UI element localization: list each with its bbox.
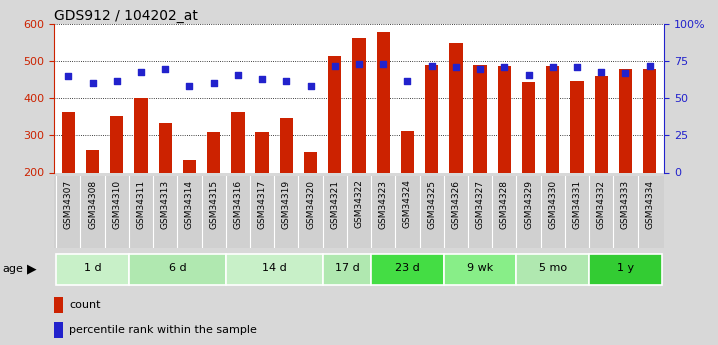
Text: 6 d: 6 d: [169, 264, 186, 273]
Text: GSM34322: GSM34322: [355, 180, 363, 228]
Bar: [322, 254, 371, 285]
Bar: [56, 254, 129, 285]
Point: [159, 66, 171, 71]
Bar: [589, 254, 662, 285]
Point: [401, 78, 413, 83]
Text: GSM34334: GSM34334: [645, 180, 654, 229]
Point: [256, 76, 268, 82]
Bar: [328, 56, 342, 172]
Bar: [54, 297, 63, 313]
Text: GSM34332: GSM34332: [597, 180, 606, 229]
Bar: [159, 123, 172, 172]
Point: [184, 84, 195, 89]
Bar: [183, 159, 196, 172]
Bar: [425, 65, 438, 172]
Bar: [62, 112, 75, 172]
Text: 17 d: 17 d: [335, 264, 359, 273]
Text: 14 d: 14 d: [262, 264, 286, 273]
Point: [450, 65, 462, 70]
Text: 1 y: 1 y: [617, 264, 634, 273]
Text: GSM34311: GSM34311: [136, 180, 146, 229]
Point: [232, 72, 243, 77]
Bar: [256, 132, 269, 172]
Point: [595, 69, 607, 75]
Text: age: age: [2, 264, 23, 274]
Text: GSM34321: GSM34321: [330, 180, 340, 229]
Text: GSM34323: GSM34323: [378, 180, 388, 229]
Text: GDS912 / 104202_at: GDS912 / 104202_at: [54, 9, 197, 23]
Bar: [207, 132, 220, 172]
Text: 1 d: 1 d: [84, 264, 101, 273]
Text: GSM34331: GSM34331: [572, 180, 582, 229]
Text: GSM34307: GSM34307: [64, 180, 73, 229]
Text: GSM34315: GSM34315: [209, 180, 218, 229]
Text: GSM34327: GSM34327: [475, 180, 485, 229]
Text: GSM34313: GSM34313: [161, 180, 169, 229]
Bar: [134, 98, 148, 172]
Bar: [522, 82, 535, 172]
Point: [644, 63, 656, 68]
Point: [305, 84, 317, 89]
Bar: [225, 254, 322, 285]
Point: [62, 73, 74, 79]
Text: GSM34330: GSM34330: [549, 180, 557, 229]
Bar: [444, 254, 516, 285]
Bar: [376, 32, 390, 173]
Text: GSM34328: GSM34328: [500, 180, 509, 229]
Point: [87, 81, 98, 86]
Point: [426, 63, 437, 68]
Bar: [54, 322, 63, 338]
Point: [572, 65, 583, 70]
Text: count: count: [69, 300, 101, 310]
Bar: [595, 76, 608, 172]
Bar: [129, 254, 225, 285]
Text: GSM34326: GSM34326: [452, 180, 460, 229]
Text: GSM34320: GSM34320: [306, 180, 315, 229]
Point: [475, 66, 486, 71]
Bar: [304, 152, 317, 172]
Point: [281, 78, 292, 83]
Point: [353, 61, 365, 67]
Bar: [449, 43, 462, 172]
Point: [523, 72, 534, 77]
Bar: [643, 69, 656, 172]
Bar: [570, 81, 584, 172]
Point: [111, 78, 123, 83]
Text: GSM34317: GSM34317: [258, 180, 266, 229]
Text: GSM34329: GSM34329: [524, 180, 533, 229]
Bar: [498, 66, 511, 172]
Text: percentile rank within the sample: percentile rank within the sample: [69, 325, 257, 335]
Bar: [353, 38, 365, 172]
Text: GSM34308: GSM34308: [88, 180, 97, 229]
Point: [498, 65, 510, 70]
Point: [547, 65, 559, 70]
Bar: [110, 116, 123, 172]
Text: GSM34325: GSM34325: [427, 180, 436, 229]
Bar: [231, 112, 245, 172]
Text: GSM34319: GSM34319: [282, 180, 291, 229]
Point: [329, 63, 340, 68]
Point: [135, 69, 146, 75]
Bar: [371, 254, 444, 285]
Text: 5 mo: 5 mo: [538, 264, 567, 273]
Bar: [619, 69, 632, 172]
Bar: [546, 66, 559, 172]
Text: GSM34324: GSM34324: [403, 180, 412, 228]
Text: 23 d: 23 d: [395, 264, 420, 273]
Text: ▶: ▶: [27, 263, 37, 276]
Text: GSM34314: GSM34314: [185, 180, 194, 229]
Bar: [401, 131, 414, 172]
Bar: [473, 65, 487, 172]
Text: GSM34316: GSM34316: [233, 180, 243, 229]
Point: [620, 70, 631, 76]
Bar: [86, 150, 99, 172]
Bar: [280, 118, 293, 172]
Text: 9 wk: 9 wk: [467, 264, 493, 273]
Text: GSM34310: GSM34310: [112, 180, 121, 229]
Point: [378, 61, 389, 67]
Bar: [516, 254, 589, 285]
Point: [208, 81, 220, 86]
Text: GSM34333: GSM34333: [621, 180, 630, 229]
Bar: [54, 176, 664, 248]
